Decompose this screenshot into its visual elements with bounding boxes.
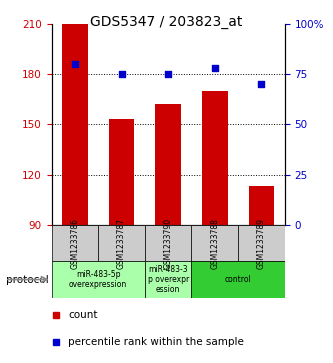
Text: GSM1233787: GSM1233787	[117, 218, 126, 269]
Bar	[202, 91, 228, 225]
Text: GSM1233786: GSM1233786	[70, 218, 80, 269]
Text: count: count	[68, 310, 98, 320]
Text: miR-483-5p
overexpression: miR-483-5p overexpression	[69, 270, 127, 289]
Text: percentile rank within the sample: percentile rank within the sample	[68, 337, 244, 347]
Bar	[109, 119, 134, 225]
Point	[119, 71, 124, 77]
Point	[212, 65, 217, 71]
Text: GDS5347 / 203823_at: GDS5347 / 203823_at	[90, 15, 243, 29]
Point	[166, 71, 171, 77]
Bar	[248, 187, 274, 225]
Text: control: control	[225, 275, 251, 284]
Text: miR-483-3
p overexpr
ession: miR-483-3 p overexpr ession	[148, 265, 189, 294]
Text: GSM1233790: GSM1233790	[164, 218, 173, 269]
Bar	[52, 261, 145, 298]
Bar	[238, 225, 285, 261]
Bar	[145, 225, 191, 261]
Text: GSM1233788: GSM1233788	[210, 218, 219, 269]
Text: GSM1233789: GSM1233789	[257, 218, 266, 269]
Bar	[98, 225, 145, 261]
Point	[259, 81, 264, 87]
Bar	[155, 104, 181, 225]
Bar	[62, 24, 88, 225]
Text: protocol: protocol	[6, 274, 52, 285]
Bar	[191, 225, 238, 261]
Bar	[145, 261, 191, 298]
Bar	[191, 261, 285, 298]
Point	[72, 61, 78, 67]
Bar	[52, 225, 98, 261]
